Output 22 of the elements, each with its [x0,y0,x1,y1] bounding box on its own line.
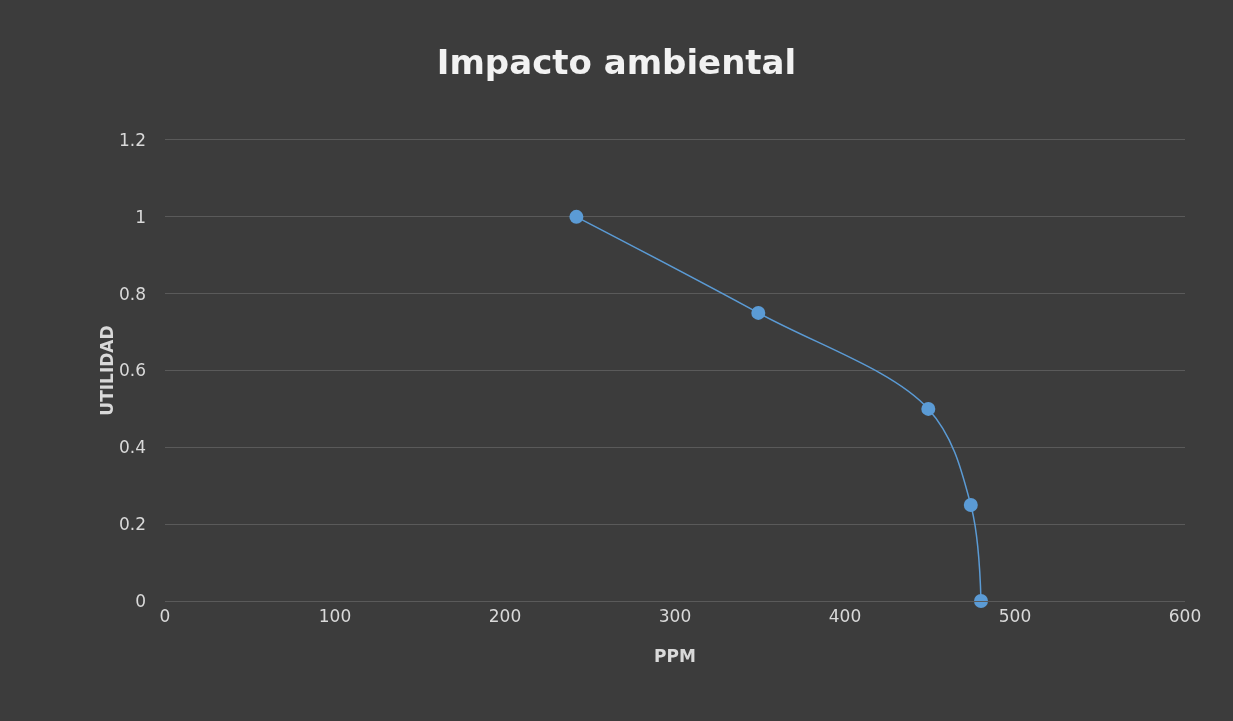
y-tick-label: 0.6 [118,360,146,381]
x-tick-label: 200 [488,606,522,627]
x-tick-label: 0 [159,606,171,627]
x-tick-label: 100 [318,606,352,627]
x-axis-title: PPM [654,646,696,666]
y-tick-label: 0.4 [118,437,146,458]
x-tick-label: 400 [828,606,862,627]
chart-title: Impacto ambiental [436,42,797,83]
point [921,401,936,416]
point [974,594,988,608]
y-tick-label: 1.2 [118,129,146,150]
x-tick-label: 500 [998,606,1032,627]
point [569,209,584,224]
y-tick-label: 1 [135,206,146,227]
point [751,305,766,320]
y-tick-label: 0.8 [118,283,146,304]
point [963,497,978,512]
y-tick-label: 0.2 [118,514,146,535]
x-tick-label: 600 [1168,606,1202,627]
x-tick-label: 300 [658,606,692,627]
y-tick-label: 0 [135,590,146,611]
y-axis-title: UTILIDAD [96,325,117,416]
